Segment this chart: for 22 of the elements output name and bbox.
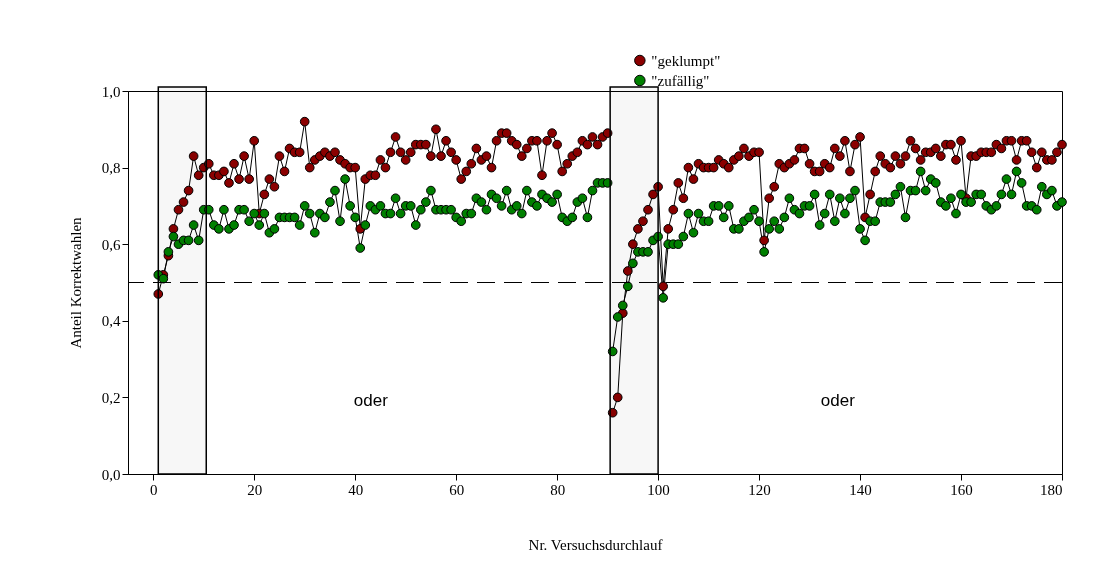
x-tick-label: 120 — [748, 481, 771, 498]
annotation: oder — [820, 391, 856, 411]
y-tick-label: 0,0 — [101, 466, 121, 483]
x-tick-label: 0 — [149, 481, 158, 498]
x-tick-label: 160 — [950, 481, 973, 498]
x-tick-label: 20 — [247, 481, 263, 498]
x-tick-label: 100 — [647, 481, 670, 498]
x-tick-label: 60 — [449, 481, 465, 498]
x-tick-label: 180 — [1040, 481, 1063, 498]
y-tick-label: 0,8 — [101, 160, 121, 177]
x-tick-label: 40 — [348, 481, 364, 498]
x-axis-title: Nr. Versuchsdurchlauf — [528, 536, 663, 553]
x-tick-label: 80 — [550, 481, 566, 498]
y-tick-label: 0,6 — [101, 236, 121, 253]
y-axis-title: Anteil Korrektwahlen — [67, 216, 84, 349]
legend-label: "zufällig" — [651, 72, 710, 89]
x-tick-label: 140 — [849, 481, 872, 498]
y-tick-label: 0,2 — [101, 389, 121, 406]
legend-label: "geklumpt" — [651, 52, 721, 69]
y-tick-label: 0,4 — [101, 313, 121, 330]
annotation: oder — [353, 391, 389, 411]
y-tick-label: 1,0 — [101, 83, 121, 100]
